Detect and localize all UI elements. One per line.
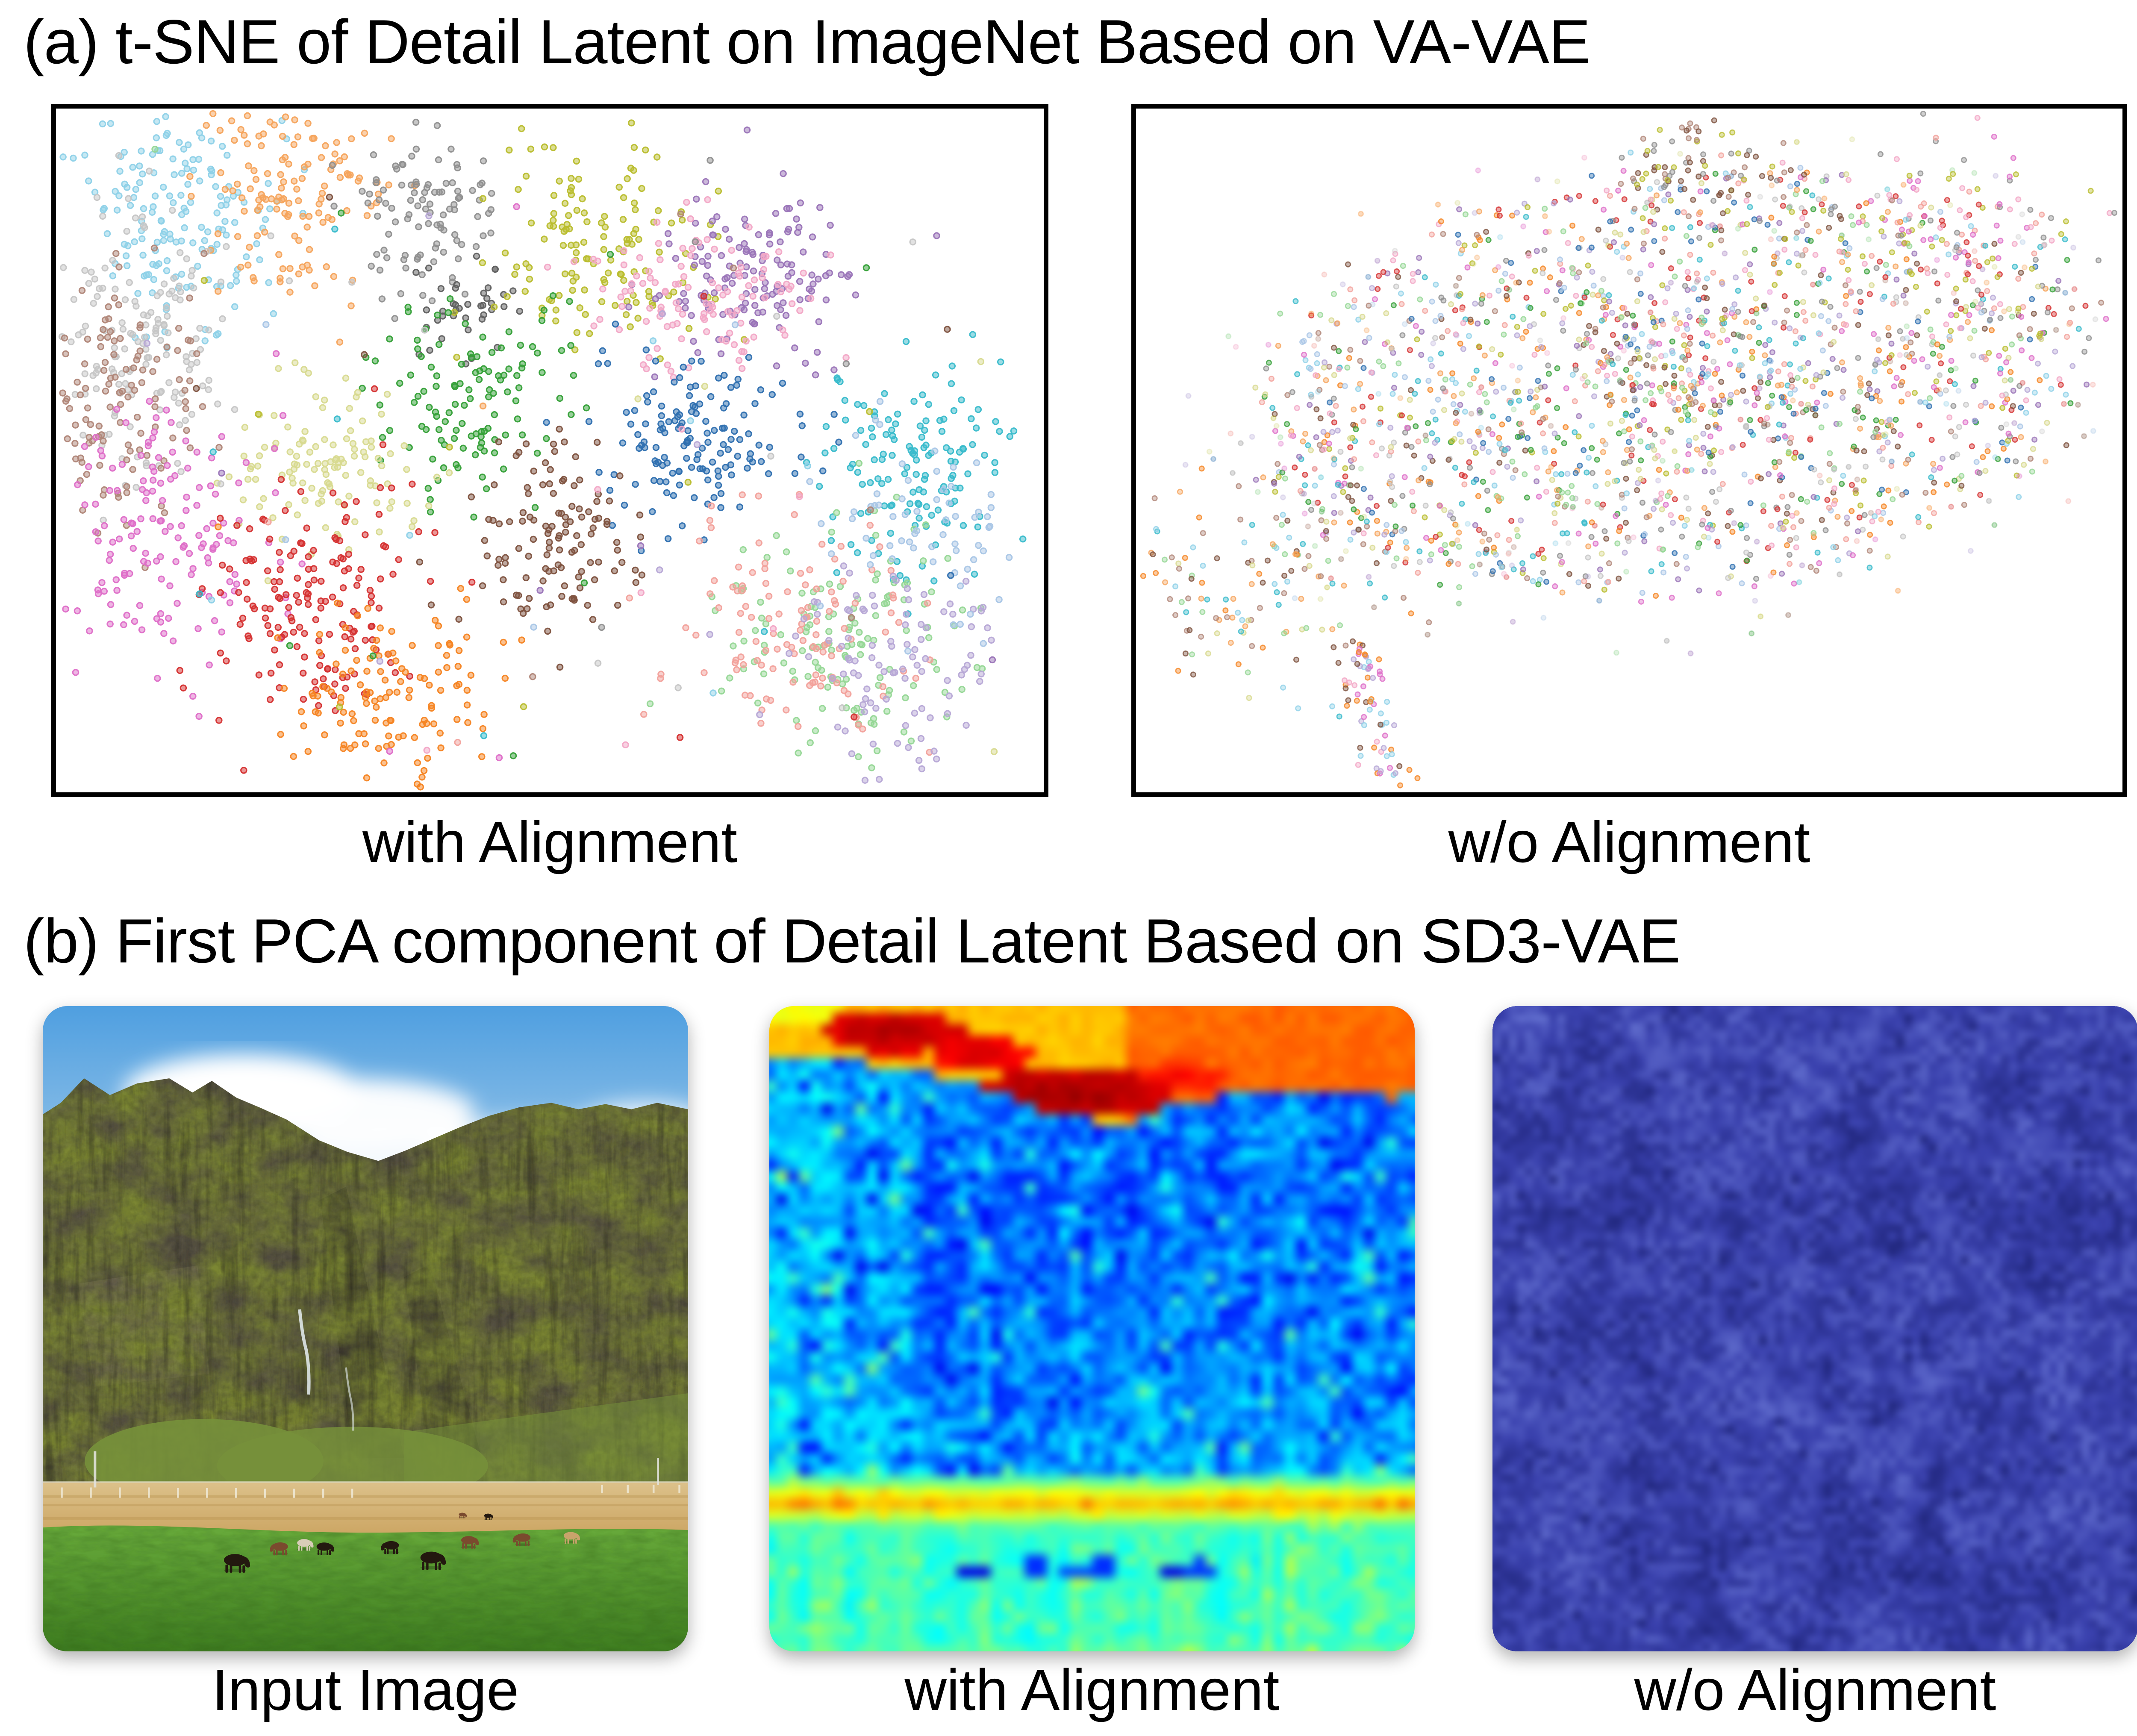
caption-tsne-without-alignment: w/o Alignment [1448,809,1810,874]
tsne-with-alignment-plot [51,104,1048,797]
fence [61,1485,680,1498]
caption-pca-without-alignment: w/o Alignment [1634,1657,1996,1722]
pca-with-alignment-heatmap [769,1006,1415,1651]
pca-without-alignment-heatmap [1492,1006,2137,1651]
caption-pca-with-alignment: with Alignment [904,1657,1280,1722]
tsne-with-alignment-points [58,110,1027,791]
caption-input-image: Input Image [212,1657,519,1722]
pasture [43,1525,688,1651]
input-image-card [43,1006,688,1651]
tsne-without-alignment-points [1140,111,2118,789]
caption-tsne-with-alignment: with Alignment [362,809,737,874]
pca-without-alignment-card [1492,1006,2137,1651]
field [43,1451,688,1533]
input-image-landscape [43,1006,688,1651]
tsne-without-alignment-plot [1131,104,2127,797]
panel-a-title: (a) t-SNE of Detail Latent on ImageNet B… [24,7,1590,77]
pca-with-alignment-card [769,1006,1415,1651]
panel-b-title: (b) First PCA component of Detail Latent… [24,906,1681,976]
waterfall [298,1309,311,1395]
pole [94,1451,97,1488]
